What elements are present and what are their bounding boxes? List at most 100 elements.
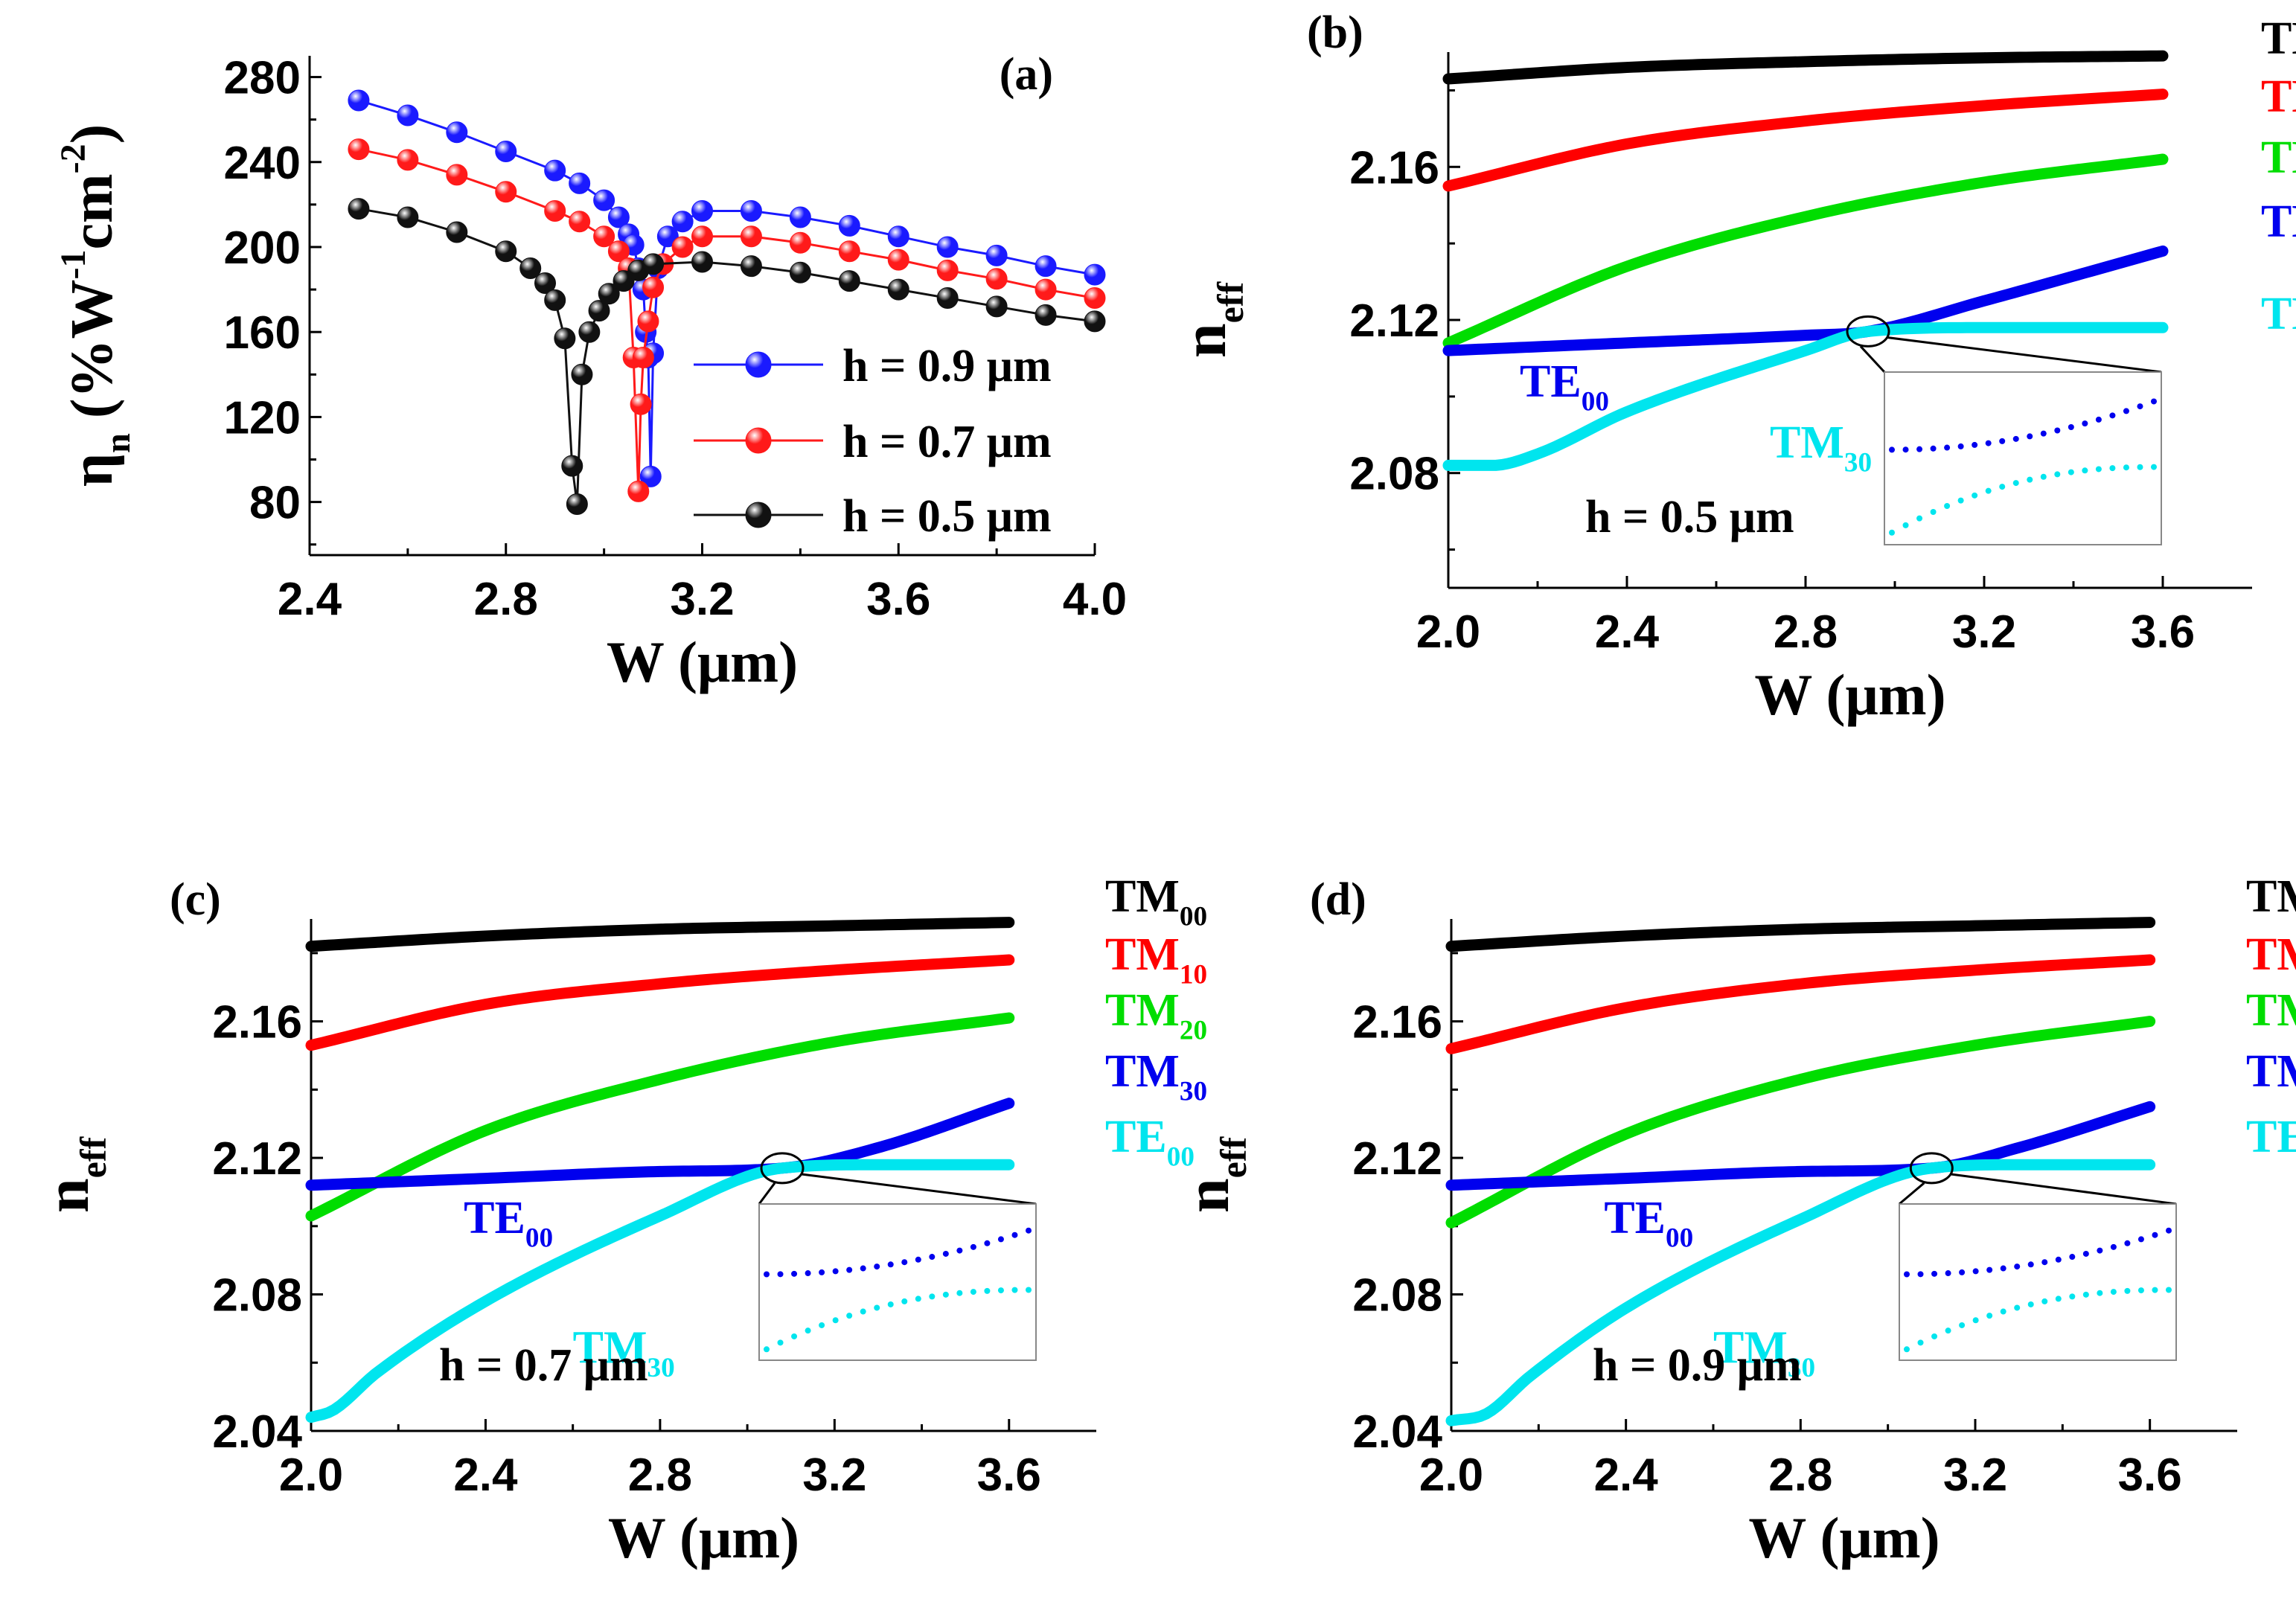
series-line bbox=[1442, 321, 2169, 471]
inset-point bbox=[2040, 430, 2047, 437]
data-point bbox=[397, 149, 419, 171]
legend-marker bbox=[745, 427, 772, 454]
inset-point bbox=[819, 1322, 825, 1328]
inset-point bbox=[1011, 1287, 1018, 1293]
zoom-line bbox=[800, 1173, 1037, 1205]
x-tick-label: 2.8 bbox=[1768, 1450, 1832, 1501]
y-tick-label: 200 bbox=[224, 222, 301, 274]
data-point bbox=[1035, 255, 1057, 278]
series-line bbox=[305, 917, 1015, 952]
x-axis-label: W (μm) bbox=[1748, 1505, 1940, 1570]
inset-point bbox=[2069, 1254, 2076, 1261]
inset-point bbox=[915, 1256, 921, 1263]
x-tick-label: 2.8 bbox=[628, 1450, 692, 1501]
data-point bbox=[642, 253, 665, 275]
data-point bbox=[887, 225, 909, 248]
data-point bbox=[1084, 287, 1106, 310]
data-point bbox=[691, 199, 713, 222]
inset-point bbox=[901, 1259, 908, 1266]
data-point bbox=[671, 211, 694, 233]
legend-marker bbox=[745, 502, 772, 528]
data-point bbox=[691, 251, 713, 273]
inset-point bbox=[1916, 515, 1923, 522]
x-tick-label: 2.0 bbox=[279, 1450, 343, 1501]
panel-a: 2.4 2.8 3.2 3.6 4.0 80 120 160 200 240 280 W (μm) ηn… bbox=[54, 49, 1127, 694]
x-tick-label: 2.4 bbox=[278, 574, 342, 625]
series-label: TM10 bbox=[2261, 71, 2296, 132]
data-point bbox=[593, 225, 615, 248]
inset-point bbox=[2151, 398, 2157, 405]
inset-point bbox=[2068, 469, 2074, 475]
panel-title: (c) bbox=[170, 874, 221, 925]
series-line bbox=[1442, 50, 2169, 85]
inset-point bbox=[1930, 509, 1937, 516]
series-label: TM30 bbox=[2261, 196, 2296, 257]
data-point bbox=[740, 199, 762, 222]
inset-point bbox=[1957, 497, 1964, 504]
series-label: TM00 bbox=[1105, 871, 1207, 932]
y-tick-label: 2.16 bbox=[1349, 142, 1439, 193]
curve-label: TE00 bbox=[1604, 1193, 1693, 1254]
curve-label: TM30 bbox=[1713, 1322, 1815, 1383]
inset-point bbox=[1999, 438, 2006, 444]
inset-point bbox=[942, 1250, 949, 1257]
inset-point bbox=[777, 1339, 784, 1346]
data-point bbox=[642, 276, 665, 298]
zoom-line bbox=[1886, 336, 2162, 374]
data-point bbox=[639, 465, 662, 487]
data-point bbox=[985, 268, 1008, 290]
legend-marker bbox=[745, 351, 772, 378]
series-label: TM00 bbox=[2246, 871, 2296, 932]
inset-point bbox=[832, 1317, 839, 1324]
inset-frame bbox=[1899, 1203, 2177, 1361]
y-tick-label: 2.16 bbox=[1352, 997, 1442, 1048]
inset-point bbox=[805, 1327, 811, 1334]
y-tick-label: 240 bbox=[224, 138, 301, 189]
inset-point bbox=[2014, 1264, 2021, 1270]
data-point bbox=[561, 455, 583, 477]
panel-title: (b) bbox=[1307, 7, 1363, 58]
inset-point bbox=[997, 1236, 1004, 1243]
inset-point bbox=[819, 1269, 825, 1275]
annotation-label: h = 0.5 μm bbox=[1585, 492, 1794, 542]
y-tick-label: 2.08 bbox=[1352, 1270, 1442, 1322]
inset-point bbox=[942, 1291, 949, 1298]
zoom-inset bbox=[1884, 371, 2162, 545]
inset-frame bbox=[1884, 371, 2162, 545]
curve-label: TM30 bbox=[573, 1322, 675, 1383]
data-point bbox=[627, 480, 650, 502]
inset-point bbox=[2152, 1287, 2158, 1293]
y-axis-label: neff bbox=[33, 1136, 114, 1214]
data-point bbox=[607, 240, 630, 263]
series-label: TM10 bbox=[1105, 929, 1207, 990]
series-label: TM20 bbox=[2261, 132, 2296, 193]
inset-point bbox=[2124, 1287, 2131, 1294]
inset-point bbox=[2054, 471, 2061, 478]
series-line bbox=[1442, 245, 2169, 356]
series-line bbox=[1445, 917, 2156, 952]
data-point bbox=[578, 321, 601, 343]
y-tick-label: 2.04 bbox=[212, 1406, 302, 1458]
y-tick-label: 2.08 bbox=[212, 1270, 302, 1322]
inset-point bbox=[2152, 1232, 2158, 1238]
data-point bbox=[397, 206, 419, 228]
data-point bbox=[985, 244, 1008, 266]
inset-point bbox=[2082, 1250, 2089, 1257]
inset-point bbox=[1959, 1322, 1966, 1328]
inset-point bbox=[1972, 1317, 1979, 1324]
x-axis-label: W (μm) bbox=[608, 1505, 799, 1570]
series-line bbox=[305, 1012, 1015, 1222]
zoom-line bbox=[1899, 1182, 1925, 1205]
inset-point bbox=[901, 1298, 908, 1304]
x-tick-label: 2.0 bbox=[1419, 1450, 1483, 1501]
inset-point bbox=[984, 1287, 991, 1294]
data-point bbox=[740, 255, 762, 278]
inset-point bbox=[2166, 1227, 2172, 1234]
inset-point bbox=[2137, 464, 2143, 470]
data-point bbox=[838, 214, 860, 237]
inset-point bbox=[2082, 420, 2088, 427]
inset-point bbox=[1902, 446, 1909, 453]
inset-point bbox=[2082, 1291, 2089, 1298]
data-point bbox=[569, 211, 591, 233]
series-line bbox=[305, 954, 1015, 1051]
